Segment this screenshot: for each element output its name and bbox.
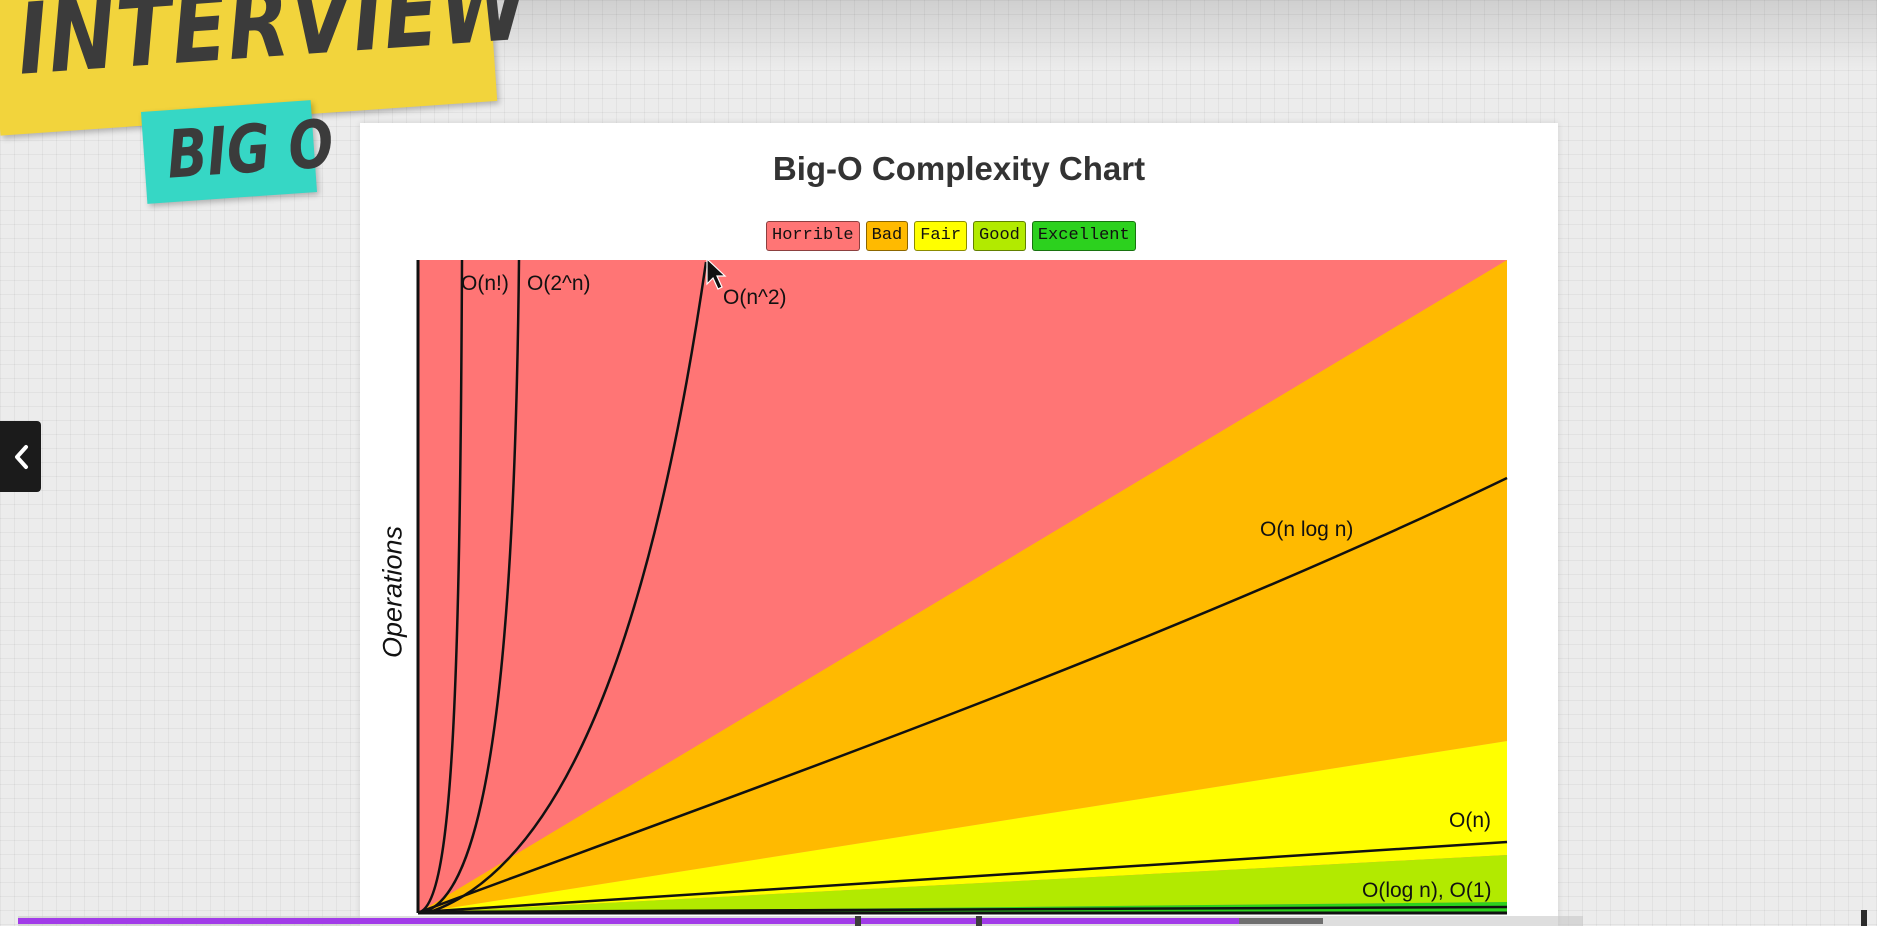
label-exponential: O(2^n) bbox=[527, 272, 591, 295]
chapter-marker bbox=[855, 916, 862, 926]
chevron-left-icon bbox=[14, 444, 28, 469]
progress-end-marker bbox=[1861, 910, 1867, 926]
cursor-icon bbox=[706, 257, 727, 290]
legend-fair: Fair bbox=[914, 221, 968, 251]
chart-legend: Horrible Bad Fair Good Excellent bbox=[766, 221, 1136, 251]
curve-factorial bbox=[419, 259, 464, 914]
chart-title: Big-O Complexity Chart bbox=[772, 150, 1146, 187]
zone-bad bbox=[418, 260, 1507, 913]
label-log-constant: O(log n), O(1) bbox=[1362, 879, 1492, 902]
back-button[interactable] bbox=[0, 421, 41, 492]
progress-played bbox=[18, 918, 1239, 924]
zone-fair bbox=[418, 741, 1507, 913]
curve-n-log-n bbox=[419, 476, 1508, 914]
legend-excellent: Excellent bbox=[1031, 221, 1136, 251]
curve-exponential bbox=[423, 259, 521, 914]
curve-quadratic bbox=[429, 261, 708, 914]
zone-good bbox=[418, 855, 1507, 913]
label-linear: O(n) bbox=[1449, 809, 1491, 832]
legend-good: Good bbox=[973, 221, 1026, 251]
legend-horrible: Horrible bbox=[766, 221, 860, 251]
label-factorial: O(n!) bbox=[461, 272, 509, 295]
curve-log-constant bbox=[419, 905, 1508, 914]
label-n-log-n: O(n log n) bbox=[1260, 518, 1353, 541]
label-quadratic: O(n^2) bbox=[723, 286, 787, 309]
curve-linear bbox=[419, 840, 1508, 914]
chapter-marker bbox=[975, 916, 982, 926]
video-progress-bar[interactable] bbox=[18, 916, 1583, 926]
legend-bad: Bad bbox=[865, 221, 909, 251]
